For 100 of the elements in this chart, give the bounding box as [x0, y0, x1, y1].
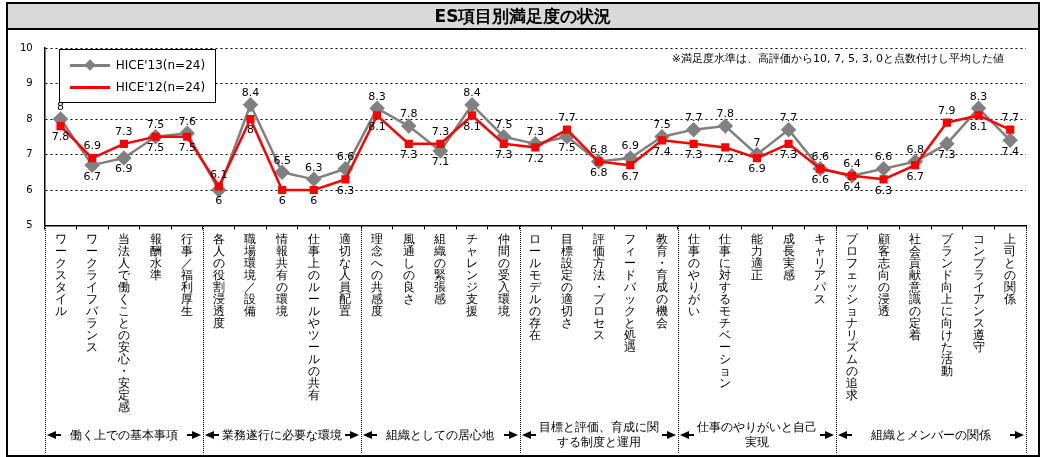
data-label: 6.8: [589, 165, 608, 179]
category-label: プロフェッショナリズムの追求: [845, 231, 858, 402]
category-label: 仕事に対するモチベーション: [719, 231, 732, 390]
data-label: 7.8: [51, 130, 70, 144]
x-tick-label: 成長実感: [782, 231, 795, 282]
x-tick-label: 目標設定の適切さ: [561, 231, 574, 330]
x-tick-label: 上司との関係: [1003, 231, 1017, 306]
data-label: 8.1: [463, 119, 481, 133]
data-label: 7.8: [716, 107, 735, 121]
data-label: 6: [310, 194, 318, 208]
data-label: 7.3: [115, 125, 133, 139]
text: 業務遂行に必要な環境: [221, 427, 344, 443]
x-tick-label: 各人の役割浸透度: [212, 231, 225, 330]
data-label: 6.4: [843, 180, 861, 194]
x-tick-label: 情報共有の環境: [275, 231, 289, 318]
data-label: 6.9: [748, 162, 766, 176]
x-tick-label: チャレンジ支援: [466, 231, 479, 318]
data-label: 6.6: [811, 150, 829, 164]
x-tick-label: 仕事のやりがい: [686, 231, 701, 318]
data-label: 6.8: [906, 142, 924, 156]
category-label: 評価方法・プロセス: [592, 231, 605, 342]
data-label: 7.5: [653, 118, 671, 132]
data-label: 6.6: [336, 150, 355, 164]
data-label: 7.5: [146, 118, 165, 132]
x-tick-label: 報酬水準: [149, 231, 162, 282]
data-label: 7.1: [431, 155, 450, 169]
x-tick-label: 理念への共感度: [371, 231, 384, 318]
data-label: 8.4: [463, 86, 481, 100]
data-label: 7.7: [1001, 111, 1019, 125]
data-label: 6.9: [83, 139, 101, 153]
category-label: コンプライアンス遵守: [972, 231, 985, 354]
data-label: 6.9: [115, 162, 133, 176]
data-label: 6.3: [305, 160, 323, 174]
y-tick-label: 6: [26, 183, 33, 195]
data-label: 6.3: [336, 183, 355, 197]
data-label: 7.3: [494, 148, 513, 162]
y-tick-label: 9: [26, 77, 33, 89]
data-label: 6.9: [621, 139, 640, 153]
legend-label: HICE'12(n=24): [115, 80, 206, 94]
category-label: 社会貢献意識の定着: [909, 231, 922, 342]
x-tick-label: 教育・育成の機会: [655, 231, 668, 330]
data-label: 7.3: [431, 125, 450, 139]
y-tick-label: 8: [26, 112, 33, 124]
text: 組織としての居心地: [385, 427, 496, 443]
data-label: 6.7: [906, 169, 924, 183]
x-tick-label: ワークスタイル: [54, 231, 67, 318]
data-label: 7.3: [938, 148, 956, 162]
x-tick-label: 仲間の受入環境: [496, 231, 510, 318]
category-label: フィードバックと処遇: [624, 231, 637, 354]
text: 仕事のやりがいと自己実現: [695, 420, 818, 450]
data-label: 7.7: [779, 111, 798, 125]
category-label: 仕事上のルールやツールの共有: [307, 231, 320, 402]
data-label: 6.7: [83, 169, 101, 183]
y-tick-label: 10: [19, 41, 33, 53]
data-label: 6.6: [811, 173, 829, 187]
category-label: ワークライフバランス: [86, 231, 99, 354]
data-label: 7.5: [494, 118, 513, 132]
category-label: ロールモデルの存在: [529, 231, 542, 342]
text: 働く上での基本事項: [68, 427, 179, 443]
data-label: 6.8: [589, 142, 608, 156]
legend-label: HICE'13(n=24): [115, 58, 206, 72]
data-label: 8.3: [969, 89, 988, 103]
data-label: 6.3: [874, 183, 893, 197]
data-label: 8.4: [241, 86, 260, 100]
data-label: 7: [753, 135, 761, 149]
data-label: 8.3: [368, 89, 386, 103]
data-label: 6: [215, 194, 223, 208]
category-label: 当法人で働くことの安心・安定感: [117, 231, 130, 414]
data-label: 7.7: [684, 111, 703, 125]
data-label: 6: [278, 194, 286, 208]
x-tick-label: キャリアパス: [813, 231, 828, 306]
x-tick-label: 職場環境／設備: [243, 231, 257, 318]
data-label: 7.8: [400, 107, 418, 121]
x-tick-label: 行事／福利厚生: [181, 231, 194, 318]
data-label: 7.6: [178, 114, 196, 128]
x-tick-label: 顧客志向の浸透: [877, 231, 890, 318]
data-label: 7.3: [400, 148, 418, 162]
data-label: 6.7: [621, 169, 640, 183]
y-tick-label: 5: [26, 219, 33, 231]
data-label: 7.3: [779, 148, 798, 162]
data-label: 7.5: [558, 141, 576, 155]
text: 目標と評価、育成に関する制度と運用: [537, 420, 660, 450]
data-label: 7.4: [1001, 144, 1019, 158]
data-label: 7.5: [146, 141, 165, 155]
data-label: 8: [246, 123, 254, 137]
x-tick-label: 風通しの良さ: [402, 231, 415, 306]
x-tick-label: 適切な人員配置: [339, 231, 352, 318]
data-label: 7.9: [938, 103, 956, 117]
category-label: ブランド向上に向けた活動: [940, 231, 953, 378]
data-label: 7.3: [684, 148, 703, 162]
y-tick-label: 7: [26, 148, 33, 160]
x-tick-label: 能力適正: [750, 231, 763, 282]
data-label: 8.1: [969, 119, 988, 133]
text: 組織とメンバーの関係: [870, 427, 992, 443]
annotation: ※満足度水準は、高評価から10, 7, 5, 3, 0と点数付けし平均した値: [671, 52, 1004, 66]
data-label: 6.4: [843, 157, 861, 171]
chart-title: ES項目別満足度の状況: [8, 4, 1038, 30]
data-label: 6.5: [273, 153, 291, 167]
data-label: 7.3: [526, 125, 545, 139]
x-tick-label: 組織の緊張感: [433, 231, 447, 306]
